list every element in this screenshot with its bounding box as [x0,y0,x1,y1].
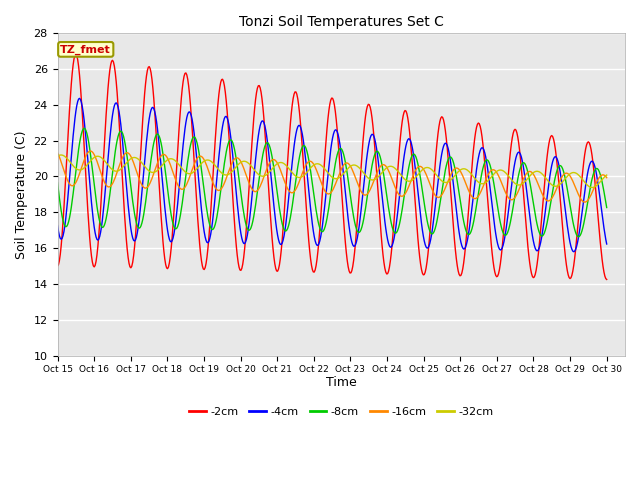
-2cm [152,122,159,128]
Line: -16cm: -16cm [58,151,607,202]
-16cm [603,175,611,180]
X-axis label: Time: Time [326,376,356,389]
-32cm [603,172,611,178]
Line: -4cm: -4cm [58,98,607,252]
-8cm [378,162,386,168]
-4cm [54,223,61,228]
-16cm [378,162,386,168]
-2cm [378,242,386,248]
-8cm [80,125,88,131]
-8cm [152,133,159,139]
-4cm [303,168,311,174]
-8cm [196,154,204,159]
Text: TZ_fmet: TZ_fmet [60,44,111,55]
-32cm [421,165,429,171]
-32cm [54,153,61,159]
-8cm [303,148,311,154]
Y-axis label: Soil Temperature (C): Soil Temperature (C) [15,130,28,259]
-4cm [76,96,83,101]
-32cm [468,172,476,178]
-2cm [603,276,611,282]
-4cm [468,205,476,211]
-2cm [196,241,204,247]
-4cm [378,193,386,199]
-16cm [421,169,429,175]
-2cm [421,269,429,275]
-4cm [421,241,429,247]
-32cm [588,185,596,191]
-8cm [575,234,582,240]
Line: -2cm: -2cm [58,54,607,279]
-8cm [54,180,61,186]
-32cm [196,163,204,168]
-2cm [303,214,311,219]
-2cm [468,164,476,169]
-16cm [54,150,61,156]
-32cm [303,169,311,175]
-32cm [152,169,159,175]
-2cm [72,51,80,57]
-8cm [603,204,611,210]
-4cm [152,113,159,119]
-4cm [196,188,204,193]
-32cm [378,169,386,175]
Line: -8cm: -8cm [58,128,607,237]
-16cm [196,153,204,159]
-4cm [570,249,577,254]
Line: -32cm: -32cm [58,155,607,188]
-8cm [468,226,476,232]
-4cm [603,241,611,247]
Legend: -2cm, -4cm, -8cm, -16cm, -32cm: -2cm, -4cm, -8cm, -16cm, -32cm [184,402,498,421]
-16cm [468,194,476,200]
-8cm [421,206,429,212]
-16cm [303,161,311,167]
-2cm [54,263,61,269]
-16cm [86,148,94,154]
-32cm [58,152,65,158]
-16cm [152,165,159,171]
Title: Tonzi Soil Temperatures Set C: Tonzi Soil Temperatures Set C [239,15,444,29]
-16cm [581,199,589,205]
